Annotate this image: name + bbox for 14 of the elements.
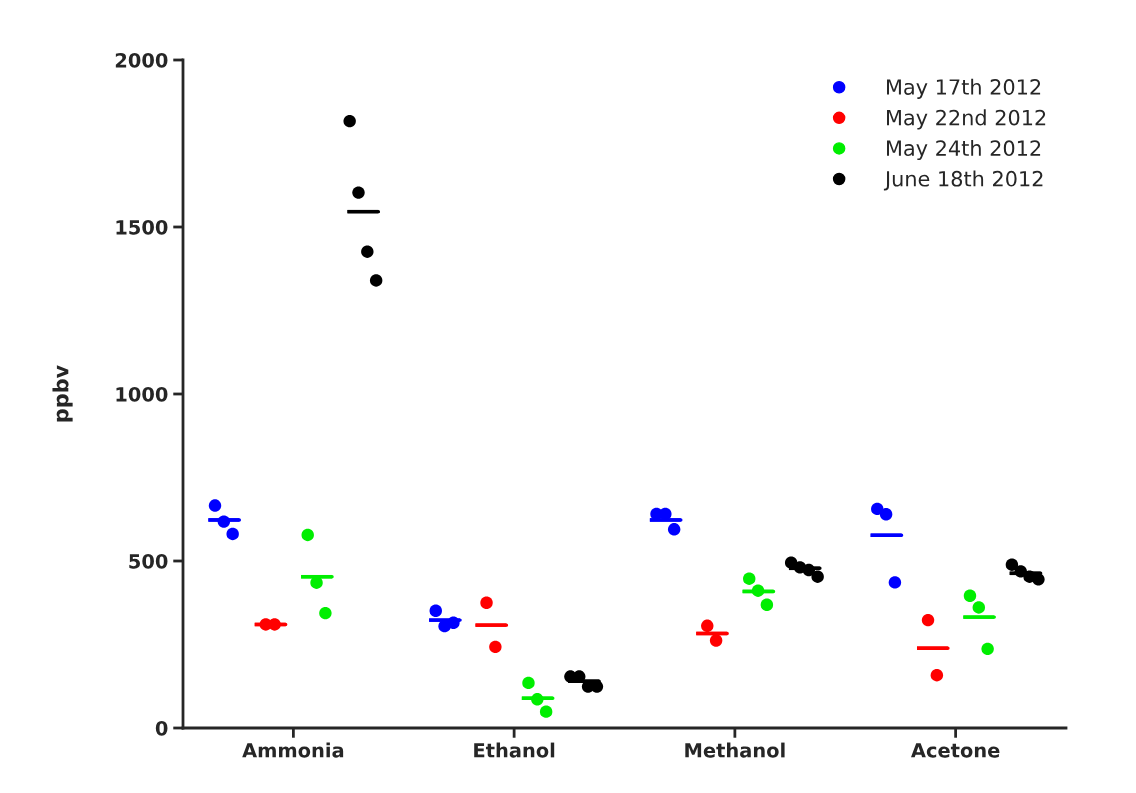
legend-label: June 18th 2012 [883, 170, 1043, 191]
legend-label: May 17th 2012 [887, 78, 1041, 99]
y-tick-label: 1500 [116, 219, 168, 235]
x-tick-label: Methanol [685, 742, 785, 758]
x-tick-label: Acetone [911, 743, 1000, 758]
x-tick-label: Ammonia [242, 742, 344, 758]
legend-label: May 24th 2012 [887, 139, 1041, 161]
y-tick-label: 2000 [115, 52, 168, 68]
y-axis-title: ppbv [52, 365, 73, 422]
x-tick-label: Ethanol [474, 742, 555, 758]
y-tick-label: 0 [155, 720, 168, 736]
y-tick-label: 500 [129, 553, 168, 569]
legend-label: May 22nd 2012 [887, 109, 1046, 130]
y-tick-label: 1000 [116, 386, 168, 402]
